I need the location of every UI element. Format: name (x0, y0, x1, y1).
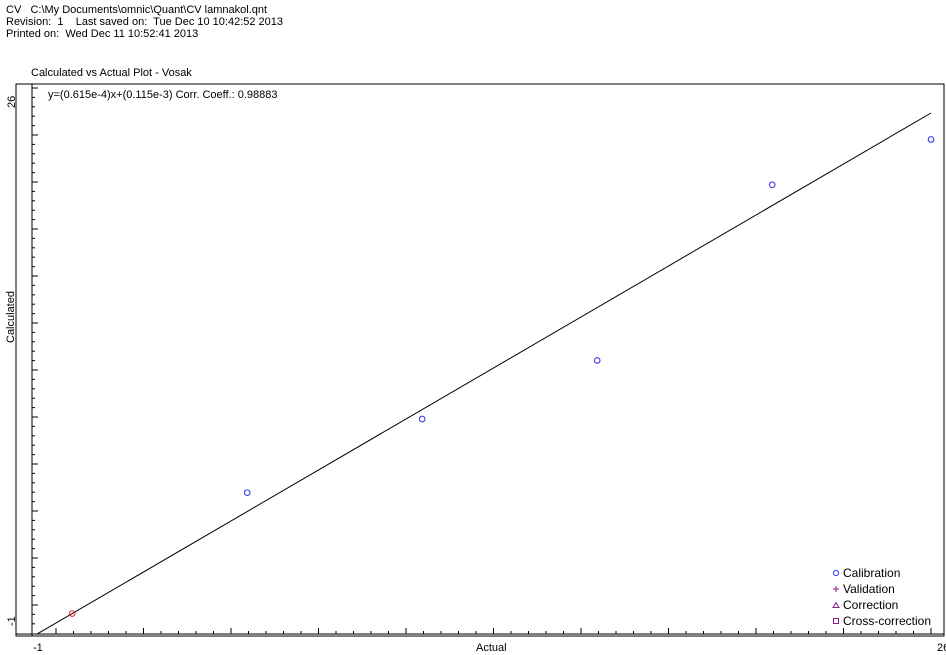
x-tick-label-min: -1 (33, 642, 43, 654)
axes-layer (15, 83, 945, 637)
legend-label-cross-correction: Cross-correction (843, 614, 932, 628)
calibration-point-1 (68, 610, 76, 617)
regression-equation: y=(0.615e-4)x+(0.115e-3) Corr. Coeff.: 0… (48, 89, 278, 101)
legend-label-correction: Correction (843, 598, 899, 612)
x-tick-label-max: 26 (937, 642, 946, 654)
data-points-layer (68, 136, 935, 617)
legend-item-correction: Correction (829, 597, 931, 613)
circle-marker-icon (829, 569, 843, 577)
calibration-point-5 (768, 181, 776, 189)
legend-label-validation: Validation (843, 582, 895, 596)
plot-title: Calculated vs Actual Plot - Vosak (31, 67, 192, 79)
legend-item-validation: Validation (829, 581, 931, 597)
calibration-point-3 (418, 415, 426, 423)
y-tick-label-max: 26 (6, 95, 18, 108)
square-marker-icon (829, 617, 843, 625)
plot-frame (15, 83, 945, 637)
legend-label-calibration: Calibration (843, 566, 901, 580)
file-path-line: CV C:\My Documents\omnic\Quant\CV lamnak… (6, 4, 268, 16)
calibration-point-4 (593, 357, 601, 364)
calibration-point-6 (927, 136, 935, 143)
fit-line (36, 112, 932, 635)
legend-item-calibration: Calibration (829, 565, 931, 581)
y-axis-label: Calculated (5, 291, 17, 343)
printed-on-line: Printed on: Wed Dec 11 10:52:41 2013 (6, 28, 199, 40)
revision-line: Revision: 1 Last saved on: Tue Dec 10 10… (6, 16, 284, 28)
legend: Calibration Validation Correction Cross-… (829, 565, 931, 629)
plus-marker-icon (829, 585, 843, 593)
triangle-marker-icon (829, 601, 843, 609)
x-axis-label: Actual (476, 642, 507, 654)
document-header: CV C:\My Documents\omnic\Quant\CV lamnak… (6, 4, 283, 40)
legend-item-cross-correction: Cross-correction (829, 613, 931, 629)
calibration-point-2 (243, 489, 251, 497)
y-tick-label-min: -1 (6, 616, 18, 626)
fit-line-layer (36, 112, 932, 635)
